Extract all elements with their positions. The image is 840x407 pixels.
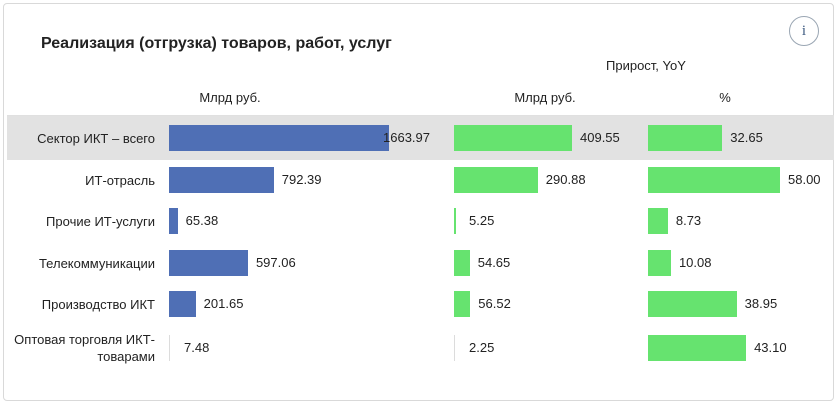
value-label-1-ict-production: 201.65 [203, 296, 244, 311]
bar-1-telecom [169, 250, 248, 276]
value-label-2-it-industry: 290.88 [545, 172, 586, 187]
bar-1-ict-production [169, 291, 196, 317]
value-label-3-ict-wholesale: 43.10 [754, 340, 787, 355]
value-label-2-ict-wholesale: 2.25 [469, 340, 495, 355]
value-label-3-ict-total: 32.65 [730, 130, 763, 145]
bar-2-other-it-services [454, 208, 456, 234]
bar-1-ict-wholesale [169, 335, 170, 361]
table-top-divider [7, 115, 834, 116]
row-label-ict-production: Производство ИКТ [41, 296, 155, 312]
bar-2-ict-production [454, 291, 471, 317]
bar-2-telecom [454, 250, 470, 276]
value-label-2-ict-total: 409.55 [580, 130, 620, 145]
row-label-it-industry: ИТ-отрасль [85, 172, 155, 188]
bar-2-it-industry [454, 167, 538, 193]
bar-3-telecom [648, 250, 671, 276]
bar-1-it-industry [169, 167, 274, 193]
value-label-1-ict-wholesale: 7.48 [184, 340, 210, 355]
value-label-3-telecom: 10.08 [678, 255, 712, 270]
value-label-2-telecom: 54.65 [477, 255, 511, 270]
row-label-ict-total: Сектор ИКТ – всего [37, 130, 155, 146]
row-label-other-it-services: Прочие ИТ-услуги [46, 213, 155, 229]
bar-3-it-industry [648, 167, 780, 193]
growth-header: Прирост, YoY [606, 58, 686, 73]
bar-1-other-it-services [169, 208, 178, 234]
col-growth-abs-header: Млрд руб. [514, 90, 576, 105]
bar-2-ict-wholesale [454, 335, 455, 361]
value-label-1-ict-total: 1663.97 [383, 130, 430, 145]
col-abs-header: Млрд руб. [199, 90, 261, 105]
row-label-ict-wholesale: Оптовая торговля ИКТ-товарами [14, 332, 155, 364]
value-label-2-ict-production: 56.52 [478, 296, 511, 311]
bar-3-ict-total [648, 125, 723, 151]
value-label-1-telecom: 597.06 [255, 255, 296, 270]
bar-1-ict-total [169, 125, 389, 151]
value-label-1-other-it-services: 65.38 [185, 213, 219, 228]
row-label-telecom: Телекоммуникации [38, 255, 155, 271]
bar-3-ict-wholesale [648, 335, 747, 361]
chart-title: Реализация (отгрузка) товаров, работ, ус… [41, 35, 392, 52]
info-icon[interactable]: i [789, 16, 819, 46]
bar-2-ict-total [454, 125, 572, 151]
value-label-2-other-it-services: 5.25 [469, 213, 495, 228]
value-label-3-other-it-services: 8.73 [675, 213, 702, 228]
bar-3-other-it-services [648, 208, 668, 234]
col-growth-pct-header: % [719, 90, 731, 105]
value-label-3-ict-production: 38.95 [744, 296, 778, 311]
value-label-3-it-industry: 58.00 [788, 172, 821, 187]
value-label-1-it-industry: 792.39 [281, 172, 322, 187]
chart-card [3, 3, 834, 401]
bar-3-ict-production [648, 291, 737, 317]
